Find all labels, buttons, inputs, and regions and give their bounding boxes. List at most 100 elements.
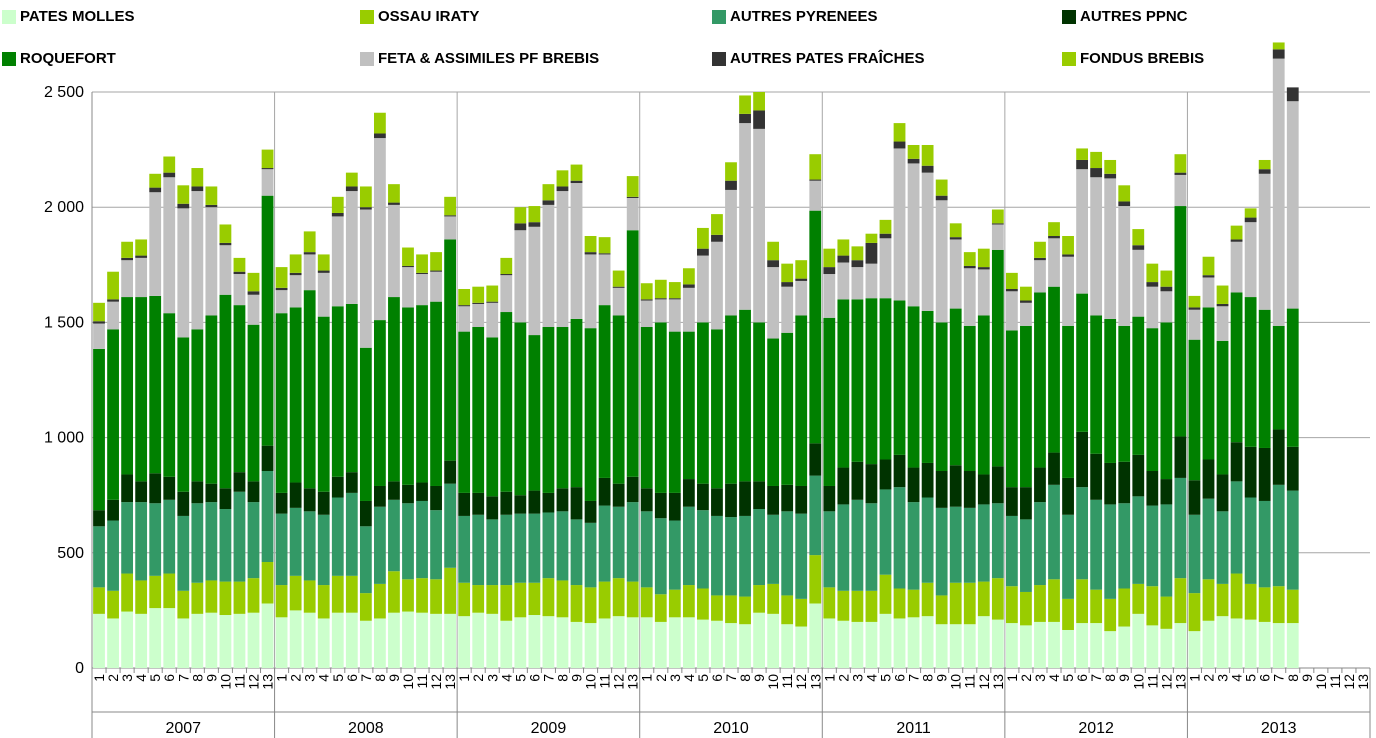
x-tick-label: 10 bbox=[1130, 674, 1146, 690]
bar-segment bbox=[584, 623, 597, 668]
legend-item: AUTRES PPNC bbox=[1062, 8, 1188, 25]
bar-segment bbox=[556, 170, 569, 187]
bar-segment bbox=[542, 184, 555, 201]
bar-segment bbox=[1005, 330, 1018, 488]
bar-segment bbox=[359, 526, 372, 594]
bar-segment bbox=[612, 270, 625, 287]
bar-segment bbox=[1230, 573, 1243, 619]
bar-segment bbox=[1062, 598, 1074, 630]
bar-segment bbox=[472, 327, 485, 493]
bar-segment bbox=[345, 575, 358, 613]
bar-segment bbox=[725, 315, 737, 484]
bar-segment bbox=[668, 282, 681, 299]
bar-segment bbox=[921, 172, 934, 311]
bar-segment bbox=[963, 325, 976, 472]
bar-segment bbox=[1202, 498, 1215, 580]
bar-segment bbox=[303, 290, 316, 489]
bar-segment bbox=[584, 236, 597, 253]
bar-segment bbox=[359, 347, 372, 501]
bar-segment bbox=[753, 322, 765, 482]
bar-segment bbox=[640, 299, 653, 301]
bar-segment bbox=[1216, 306, 1229, 341]
bar-segment bbox=[1104, 318, 1117, 463]
bar-segment bbox=[823, 267, 836, 275]
bar-segment bbox=[135, 502, 148, 581]
bar-segment bbox=[949, 465, 962, 507]
bar-segment bbox=[1188, 593, 1201, 632]
bar-segment bbox=[893, 487, 906, 589]
bar-segment bbox=[668, 589, 681, 618]
bar-segment bbox=[331, 476, 344, 498]
bar-segment bbox=[893, 123, 906, 142]
bar-segment bbox=[1118, 626, 1131, 668]
bar-segment bbox=[359, 186, 372, 208]
bar-segment bbox=[289, 507, 302, 576]
bar-segment bbox=[1258, 447, 1271, 501]
x-tick-label: 7 bbox=[723, 674, 739, 682]
x-tick-label: 2 bbox=[1018, 674, 1034, 682]
bar-segment bbox=[219, 615, 232, 668]
bar-segment bbox=[570, 183, 583, 319]
bar-segment bbox=[879, 233, 892, 239]
bar-segment bbox=[1146, 625, 1159, 668]
bar-segment bbox=[289, 610, 302, 668]
bar-segment bbox=[486, 496, 499, 520]
bar-segment bbox=[1230, 618, 1243, 668]
bar-segment bbox=[991, 578, 1004, 620]
bar-segment bbox=[851, 260, 864, 268]
bar-segment bbox=[626, 617, 639, 668]
bar-segment bbox=[1034, 502, 1046, 586]
bar-segment bbox=[977, 474, 990, 505]
bar-segment bbox=[1230, 225, 1243, 240]
bar-segment bbox=[191, 191, 204, 330]
x-tick-label: 2 bbox=[1200, 674, 1216, 682]
bar-segment bbox=[935, 471, 948, 508]
bar-segment bbox=[697, 588, 709, 620]
x-tick-label: 6 bbox=[892, 674, 908, 682]
bar-segment bbox=[1062, 325, 1074, 478]
bar-segment bbox=[1272, 623, 1285, 668]
bar-segment bbox=[1272, 325, 1285, 430]
bar-segment bbox=[289, 254, 302, 273]
bar-segment bbox=[247, 481, 260, 503]
bar-segment bbox=[851, 246, 864, 261]
bar-segment bbox=[1076, 159, 1088, 170]
x-tick-label: 8 bbox=[554, 674, 570, 682]
bar-segment bbox=[570, 621, 583, 668]
bar-segment bbox=[149, 608, 162, 668]
bar-segment bbox=[1118, 461, 1131, 504]
bar-segment bbox=[233, 581, 246, 614]
bar-segment bbox=[261, 445, 274, 472]
x-tick-label: 6 bbox=[1074, 674, 1090, 682]
bar-segment bbox=[626, 176, 639, 197]
bar-segment bbox=[514, 582, 527, 618]
bar-segment bbox=[317, 270, 330, 273]
bar-segment bbox=[1048, 238, 1060, 287]
bar-segment bbox=[317, 618, 330, 668]
bar-segment bbox=[163, 499, 176, 574]
bar-segment bbox=[682, 617, 695, 668]
x-tick-label: 2 bbox=[105, 674, 121, 682]
bar-segment bbox=[1258, 159, 1271, 170]
x-tick-label: 10 bbox=[400, 674, 416, 690]
bar-segment bbox=[542, 204, 555, 328]
x-tick-label: 10 bbox=[1313, 674, 1329, 690]
bar-segment bbox=[781, 286, 794, 333]
x-tick-label: 1 bbox=[91, 674, 107, 682]
bar-segment bbox=[1230, 481, 1243, 574]
bar-segment bbox=[1174, 578, 1187, 624]
x-tick-label: 6 bbox=[709, 674, 725, 682]
x-tick-label: 3 bbox=[1215, 674, 1231, 682]
bar-segment bbox=[1104, 173, 1117, 179]
bar-segment bbox=[219, 581, 232, 616]
x-tick-label: 9 bbox=[203, 674, 219, 682]
bar-segment bbox=[598, 237, 611, 254]
bar-segment bbox=[739, 481, 751, 516]
bar-segment bbox=[444, 216, 457, 240]
bar-segment bbox=[1230, 241, 1243, 293]
bar-segment bbox=[261, 471, 274, 563]
bar-segment bbox=[1090, 623, 1103, 668]
bar-segment bbox=[331, 497, 344, 576]
bar-segment bbox=[1090, 589, 1103, 624]
bar-segment bbox=[1090, 177, 1103, 316]
